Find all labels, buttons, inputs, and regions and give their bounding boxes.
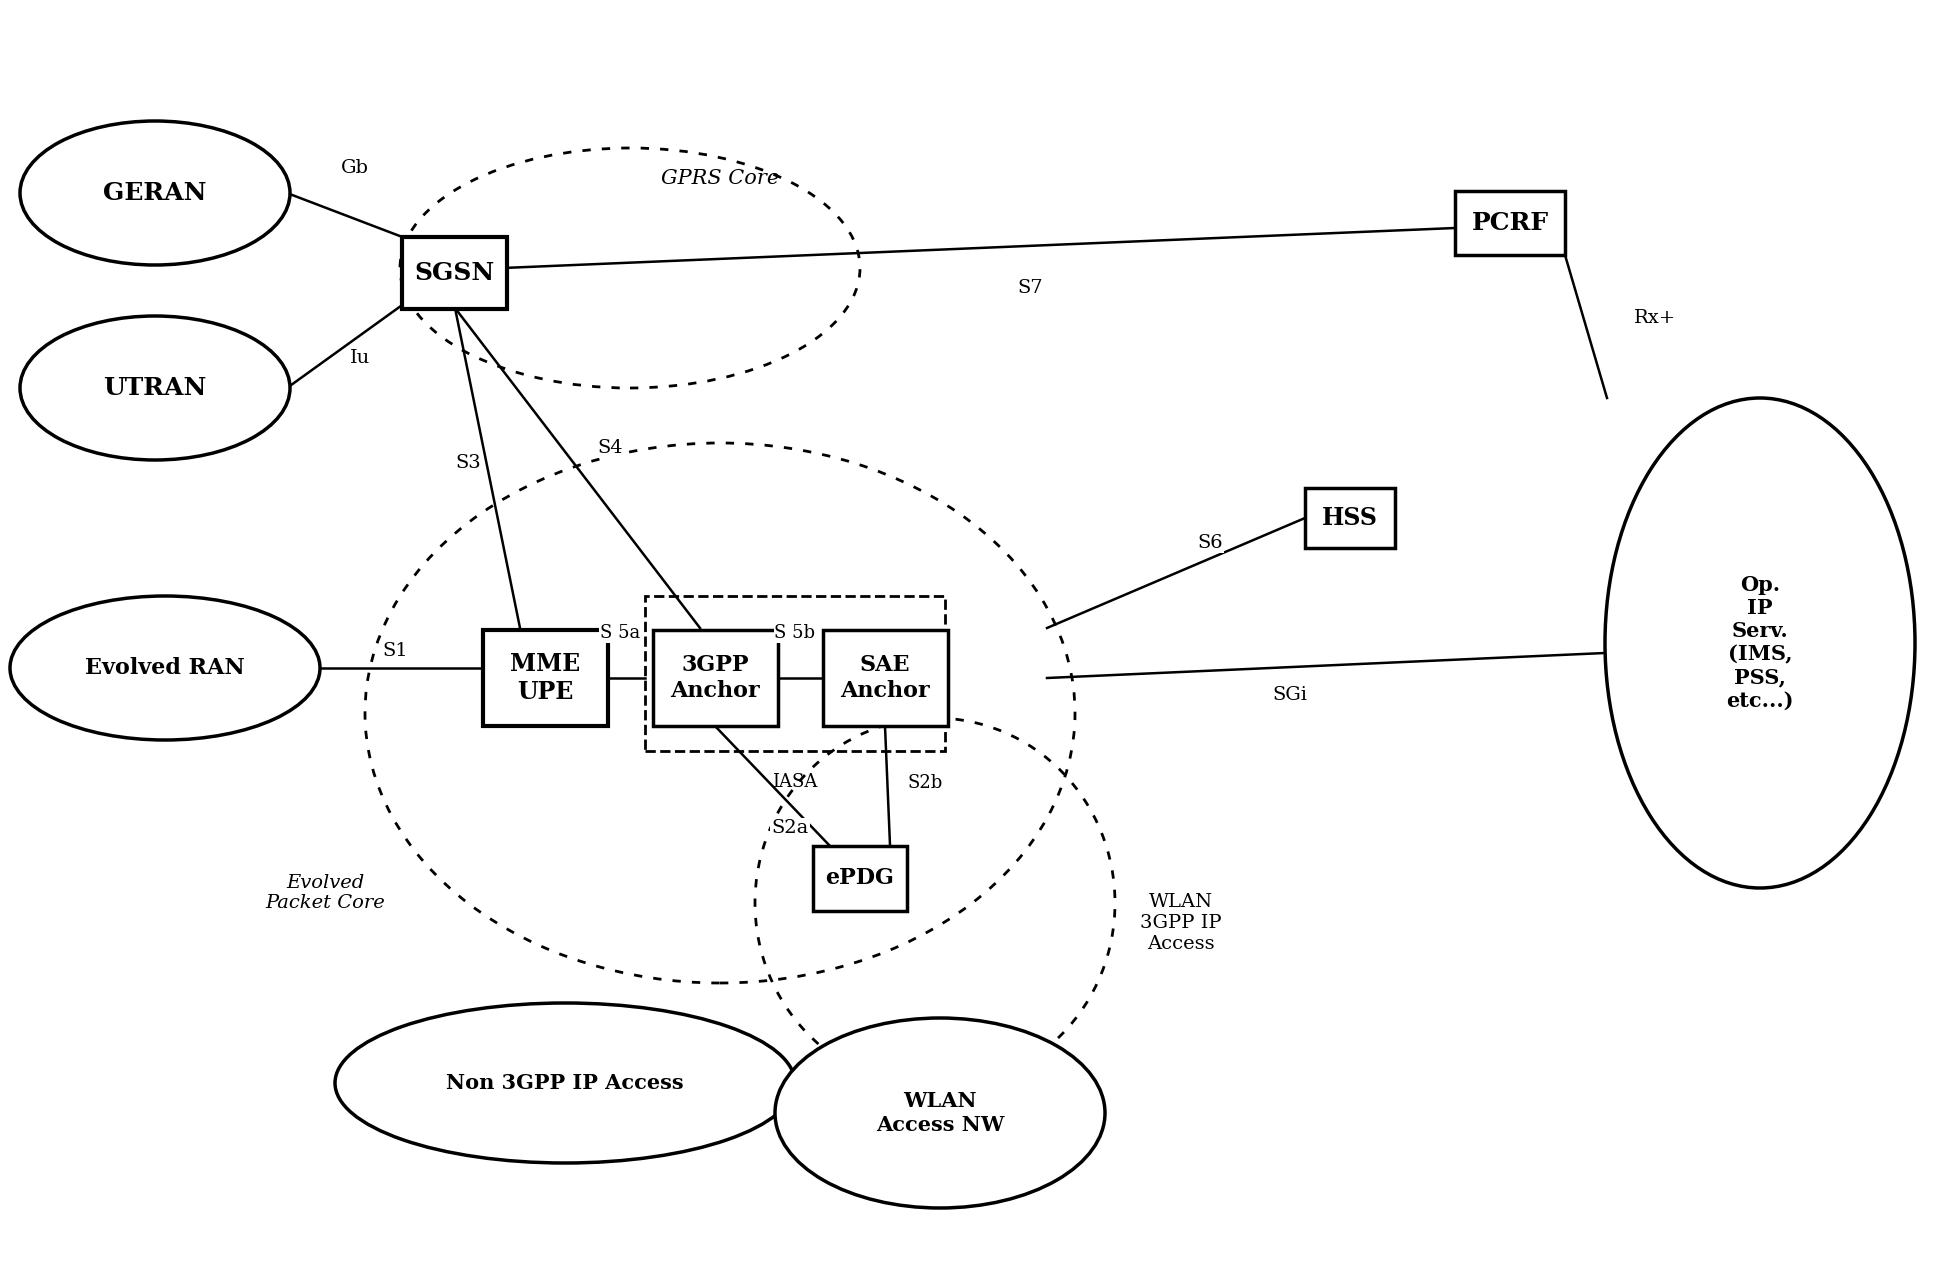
Ellipse shape [1605, 398, 1915, 889]
Text: IASA: IASA [773, 773, 818, 791]
Text: Gb: Gb [341, 159, 368, 177]
Text: GERAN: GERAN [103, 181, 207, 205]
Text: Evolved RAN: Evolved RAN [85, 657, 244, 679]
Ellipse shape [19, 316, 291, 460]
Ellipse shape [775, 1018, 1105, 1208]
Text: PCRF: PCRF [1471, 211, 1548, 236]
Text: WLAN
3GPP IP
Access: WLAN 3GPP IP Access [1140, 894, 1221, 952]
FancyBboxPatch shape [653, 630, 777, 726]
FancyBboxPatch shape [403, 237, 508, 309]
Text: S7: S7 [1017, 279, 1043, 297]
Text: Non 3GPP IP Access: Non 3GPP IP Access [446, 1073, 684, 1094]
Text: GPRS Core: GPRS Core [661, 168, 779, 187]
Text: 3GPP
Anchor: 3GPP Anchor [671, 654, 760, 701]
Text: Iu: Iu [351, 349, 370, 367]
Text: S4: S4 [597, 439, 622, 457]
FancyBboxPatch shape [822, 630, 948, 726]
Text: SAE
Anchor: SAE Anchor [841, 654, 930, 701]
Text: S1: S1 [382, 642, 407, 659]
Text: S2a: S2a [771, 819, 808, 838]
FancyBboxPatch shape [1304, 488, 1395, 547]
Text: S2b: S2b [907, 774, 942, 792]
Text: S 5a: S 5a [601, 624, 640, 642]
Text: S 5b: S 5b [775, 624, 816, 642]
Text: Op.
IP
Serv.
(IMS,
PSS,
etc...): Op. IP Serv. (IMS, PSS, etc...) [1727, 575, 1795, 712]
Ellipse shape [19, 121, 291, 265]
Ellipse shape [335, 1003, 795, 1164]
Text: MME
UPE: MME UPE [510, 652, 579, 704]
Text: S6: S6 [1198, 533, 1223, 552]
Text: Rx+: Rx+ [1634, 309, 1676, 327]
Text: Evolved
Packet Core: Evolved Packet Core [266, 873, 386, 913]
Text: WLAN
Access NW: WLAN Access NW [876, 1091, 1004, 1134]
Text: UTRAN: UTRAN [103, 376, 207, 400]
Ellipse shape [10, 596, 320, 740]
Text: HSS: HSS [1322, 505, 1378, 530]
FancyBboxPatch shape [1455, 191, 1566, 256]
Text: ePDG: ePDG [826, 867, 895, 889]
Text: SGi: SGi [1273, 686, 1308, 704]
FancyBboxPatch shape [483, 630, 607, 726]
Text: S3: S3 [455, 454, 481, 472]
Text: SGSN: SGSN [415, 261, 494, 285]
FancyBboxPatch shape [812, 845, 907, 910]
